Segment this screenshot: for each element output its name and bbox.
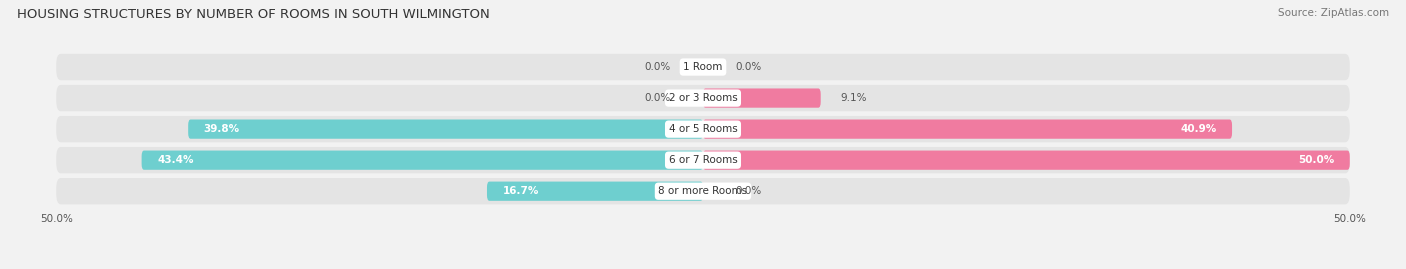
Text: 4 or 5 Rooms: 4 or 5 Rooms bbox=[669, 124, 737, 134]
Text: Source: ZipAtlas.com: Source: ZipAtlas.com bbox=[1278, 8, 1389, 18]
FancyBboxPatch shape bbox=[703, 151, 1350, 170]
FancyBboxPatch shape bbox=[56, 178, 1350, 204]
Text: 9.1%: 9.1% bbox=[841, 93, 866, 103]
FancyBboxPatch shape bbox=[703, 89, 821, 108]
FancyBboxPatch shape bbox=[56, 116, 1350, 142]
FancyBboxPatch shape bbox=[188, 119, 703, 139]
Text: 0.0%: 0.0% bbox=[644, 62, 671, 72]
Text: 0.0%: 0.0% bbox=[735, 186, 762, 196]
Text: 43.4%: 43.4% bbox=[157, 155, 194, 165]
Text: 2 or 3 Rooms: 2 or 3 Rooms bbox=[669, 93, 737, 103]
Text: 8 or more Rooms: 8 or more Rooms bbox=[658, 186, 748, 196]
FancyBboxPatch shape bbox=[56, 54, 1350, 80]
FancyBboxPatch shape bbox=[56, 147, 1350, 173]
Text: 16.7%: 16.7% bbox=[502, 186, 538, 196]
Text: 0.0%: 0.0% bbox=[644, 93, 671, 103]
Text: 39.8%: 39.8% bbox=[204, 124, 240, 134]
Text: 50.0%: 50.0% bbox=[1298, 155, 1334, 165]
Text: 0.0%: 0.0% bbox=[735, 62, 762, 72]
Text: 1 Room: 1 Room bbox=[683, 62, 723, 72]
FancyBboxPatch shape bbox=[703, 119, 1232, 139]
Text: 40.9%: 40.9% bbox=[1180, 124, 1216, 134]
FancyBboxPatch shape bbox=[486, 182, 703, 201]
FancyBboxPatch shape bbox=[56, 85, 1350, 111]
FancyBboxPatch shape bbox=[142, 151, 703, 170]
Text: 6 or 7 Rooms: 6 or 7 Rooms bbox=[669, 155, 737, 165]
Text: HOUSING STRUCTURES BY NUMBER OF ROOMS IN SOUTH WILMINGTON: HOUSING STRUCTURES BY NUMBER OF ROOMS IN… bbox=[17, 8, 489, 21]
